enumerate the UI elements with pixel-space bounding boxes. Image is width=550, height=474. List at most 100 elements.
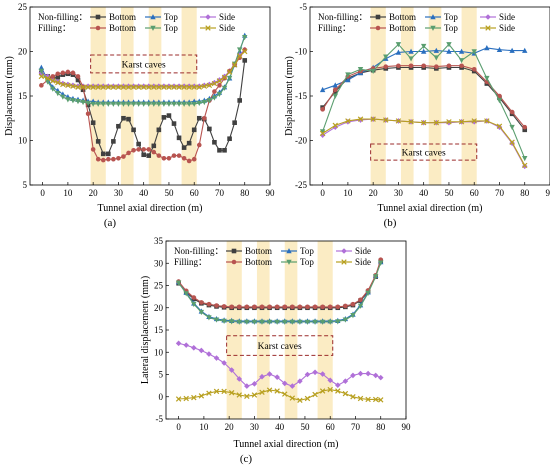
legend-marker: [96, 26, 101, 31]
x-tick-label: 80: [376, 422, 386, 432]
x-tick-label: 90: [266, 188, 276, 198]
data-point: [151, 150, 156, 155]
data-point: [91, 120, 96, 125]
data-point: [71, 71, 76, 76]
data-point: [214, 303, 219, 308]
data-point: [91, 147, 96, 152]
karst-caves-annotation: Karst caves: [402, 149, 446, 159]
data-point: [187, 159, 192, 164]
x-tick-label: 20: [89, 188, 99, 198]
data-point: [116, 83, 122, 89]
x-tick-label: 70: [215, 188, 225, 198]
data-point: [343, 391, 348, 396]
data-point: [358, 371, 364, 377]
y-axis-label: Displacement (mm): [284, 56, 295, 136]
data-point: [328, 305, 333, 310]
legend-group-label: Non-filling：: [318, 12, 368, 22]
legend-label: Top: [444, 12, 458, 22]
data-point: [459, 63, 464, 68]
y-tick-label: 5: [23, 180, 28, 190]
data-point: [166, 83, 172, 89]
karst-caves-annotation: Karst caves: [122, 60, 166, 70]
data-point: [421, 63, 426, 68]
x-tick-label: 80: [520, 188, 530, 198]
legend-entry-non-filling-side: Side: [336, 246, 371, 256]
data-point: [161, 83, 167, 89]
data-point: [351, 302, 356, 307]
y-tick-label: 25: [18, 2, 28, 12]
data-point: [365, 371, 371, 377]
series-line: [179, 262, 381, 321]
data-point: [237, 98, 242, 103]
data-point: [146, 153, 151, 158]
data-point: [106, 83, 112, 89]
data-point: [126, 151, 131, 156]
panel-label: (b): [384, 217, 397, 229]
data-point: [86, 112, 91, 117]
y-tick-label: 25: [154, 281, 164, 291]
legend-label: Bottom: [389, 23, 416, 33]
data-point: [396, 63, 401, 68]
data-point: [162, 115, 167, 120]
x-tick-label: 30: [250, 422, 260, 432]
legend-group-label: Filling：: [174, 257, 207, 267]
x-axis-label: Tunnel axial direction (m): [234, 439, 339, 450]
data-point: [101, 152, 106, 157]
data-point: [232, 120, 237, 125]
series-line: [323, 119, 525, 166]
legend-label: Side: [355, 257, 371, 267]
y-tick-label: 35: [154, 236, 164, 246]
x-axis-label: Tunnel axial direction (m): [98, 203, 203, 214]
data-point: [522, 125, 527, 130]
x-tick-label: 10: [199, 422, 209, 432]
series-line: [323, 66, 525, 128]
legend-marker: [376, 15, 381, 20]
legend-group-label: Non-filling：: [38, 12, 88, 22]
data-point: [157, 153, 162, 158]
series-filling-side: [176, 387, 383, 402]
data-point: [162, 156, 167, 161]
data-point: [197, 143, 202, 148]
x-tick-label: 0: [320, 188, 325, 198]
legend-label: Side: [219, 12, 235, 22]
data-point: [172, 121, 177, 126]
legend-marker: [96, 15, 101, 20]
data-point: [192, 128, 197, 133]
data-point: [312, 369, 318, 375]
panel-2: 0102030405060708090-25-20-15-10-5Tunnel …: [284, 2, 550, 229]
y-tick-label: 15: [154, 325, 164, 335]
series-non-filling-side: [320, 116, 528, 169]
data-point: [245, 305, 250, 310]
data-point: [199, 348, 205, 354]
data-point: [320, 305, 325, 310]
legend-marker: [232, 249, 237, 254]
y-tick-label: 30: [154, 258, 164, 268]
y-tick-label: -20: [295, 136, 307, 146]
legend-marker: [485, 14, 491, 20]
x-tick-label: 70: [495, 188, 505, 198]
data-point: [343, 304, 348, 309]
data-point: [313, 392, 318, 397]
legend-label: Bottom: [109, 12, 136, 22]
data-point: [472, 67, 477, 72]
data-point: [335, 382, 341, 388]
legend-label: Top: [164, 23, 178, 33]
legend-group-label: Filling：: [38, 23, 71, 33]
legend-label: Side: [499, 23, 515, 33]
data-point: [373, 373, 379, 379]
karst-cave-band: [149, 7, 162, 185]
y-tick-label: 15: [18, 91, 28, 101]
panel-label: (a): [104, 217, 117, 229]
data-point: [136, 83, 142, 89]
data-point: [229, 305, 234, 310]
data-point: [39, 83, 44, 88]
legend-label: Bottom: [245, 246, 272, 256]
data-point: [260, 305, 265, 310]
y-axis-label: Displacement (mm): [4, 56, 15, 136]
y-tick-label: 20: [18, 47, 28, 57]
legend-group-label: Filling：: [318, 23, 351, 33]
legend-entry-non-filling-side: Side: [200, 12, 235, 22]
x-tick-label: 90: [402, 422, 412, 432]
